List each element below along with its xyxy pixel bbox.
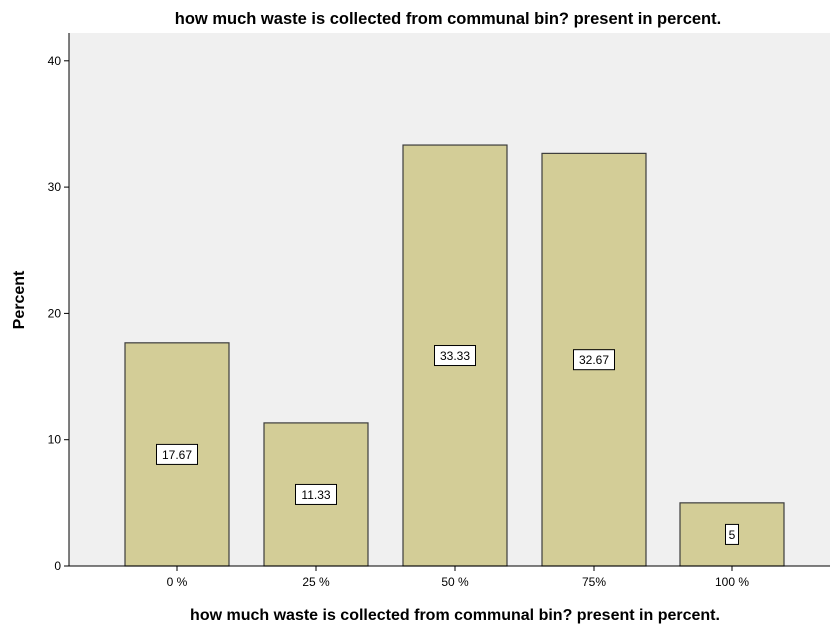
y-tick-label: 0	[54, 559, 61, 573]
x-tick-label: 100 %	[715, 575, 749, 589]
x-tick-label: 0 %	[167, 575, 188, 589]
data-label-box	[434, 345, 476, 367]
data-label-box	[725, 523, 739, 545]
x-tick-label: 75%	[582, 575, 606, 589]
data-label: 33.33	[440, 349, 470, 363]
data-label: 5	[729, 528, 736, 542]
y-tick-label: 20	[48, 306, 62, 320]
x-tick-label: 25 %	[302, 575, 330, 589]
y-tick-label: 30	[48, 180, 62, 194]
axes-group: 0 10 20 30 40 0 % 25 % 50 % 75% 100 %	[48, 33, 830, 589]
y-tick-label: 10	[48, 433, 62, 447]
data-label: 17.67	[162, 448, 192, 462]
x-tick-label: 50 %	[441, 575, 469, 589]
data-label: 32.67	[579, 353, 609, 367]
y-tick-label: 40	[48, 54, 62, 68]
bars-group: 17.67 11.33 33.33 32.67 5	[124, 144, 785, 567]
x-axis-label: how much waste is collected from communa…	[190, 607, 720, 624]
data-label-box	[573, 349, 615, 371]
data-label-box	[156, 443, 198, 465]
y-axis-label: Percent	[11, 270, 28, 329]
data-label: 11.33	[301, 488, 330, 502]
data-label-box	[295, 483, 337, 505]
chart-title: how much waste is collected from communa…	[175, 10, 721, 28]
